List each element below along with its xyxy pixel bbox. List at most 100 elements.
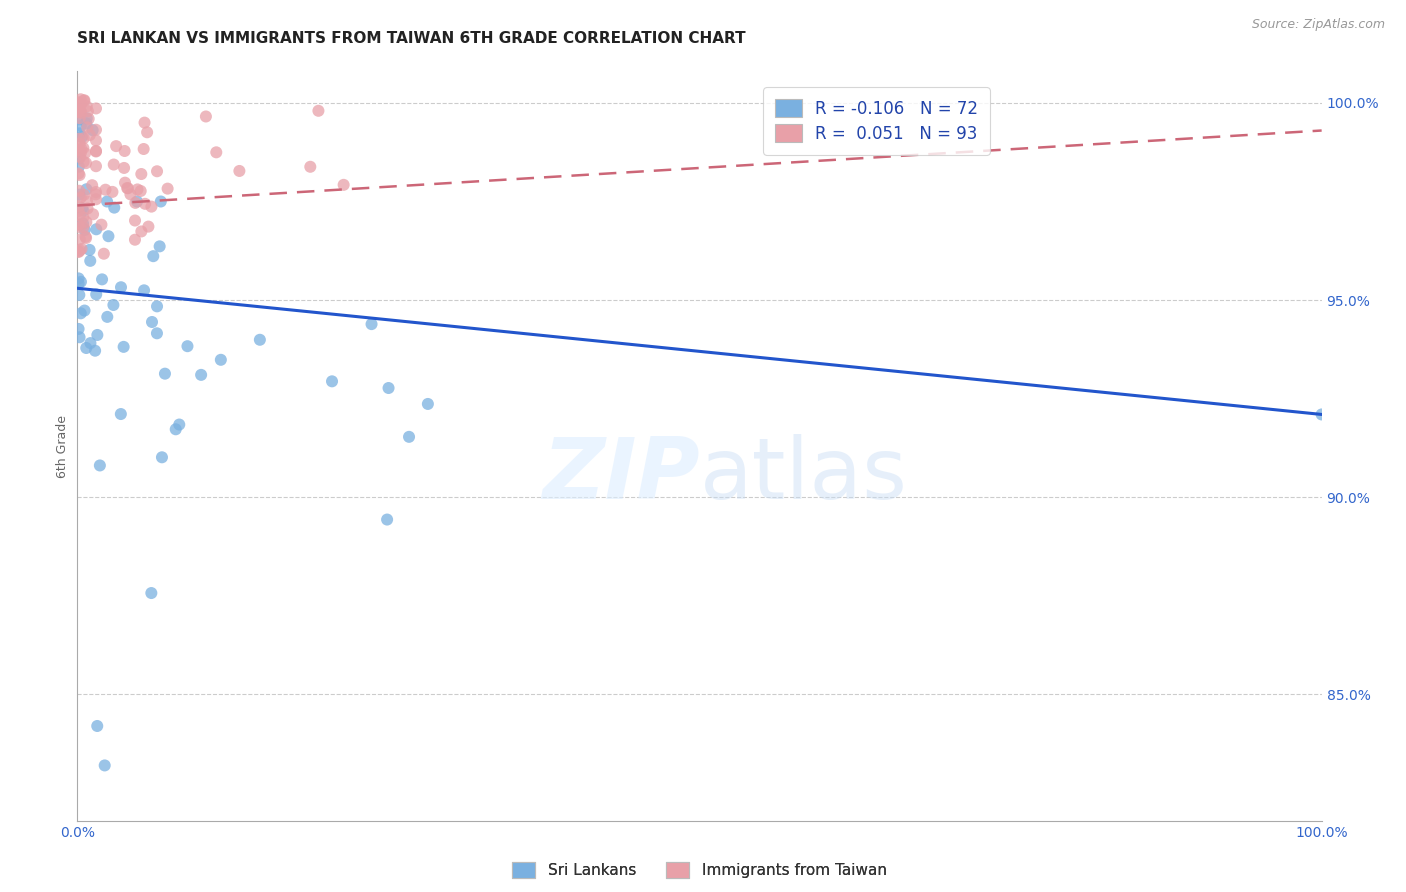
Point: [321, 374, 343, 388]
Point: [69, 306, 91, 320]
Point: [86, 328, 108, 343]
Point: [72, 141, 94, 155]
Point: [141, 200, 163, 214]
Point: [82, 123, 104, 137]
Point: [89, 458, 111, 473]
Point: [72, 220, 94, 235]
Point: [146, 164, 169, 178]
Point: [79, 243, 101, 257]
Point: [67, 288, 90, 302]
Point: [69, 92, 91, 106]
Point: [153, 367, 176, 381]
Point: [84, 159, 107, 173]
Point: [377, 381, 399, 395]
Point: [77, 104, 100, 119]
Y-axis label: 6th Grade: 6th Grade: [56, 415, 69, 477]
Point: [299, 160, 322, 174]
Point: [97, 229, 120, 244]
Point: [73, 303, 96, 318]
Legend: Sri Lankans, Immigrants from Taiwan: Sri Lankans, Immigrants from Taiwan: [506, 856, 893, 884]
Point: [103, 201, 125, 215]
Point: [69, 232, 91, 246]
Point: [67, 143, 90, 157]
Point: [124, 213, 146, 227]
Point: [77, 112, 100, 126]
Point: [150, 450, 173, 465]
Point: [70, 142, 93, 156]
Point: [67, 184, 90, 198]
Point: [115, 181, 138, 195]
Point: [194, 110, 217, 124]
Point: [70, 202, 93, 216]
Point: [76, 202, 98, 216]
Point: [146, 299, 169, 313]
Point: [91, 272, 114, 286]
Point: [69, 244, 91, 258]
Point: [86, 719, 108, 733]
Point: [117, 181, 139, 195]
Point: [76, 182, 98, 196]
Point: [1310, 408, 1333, 422]
Point: [75, 341, 97, 355]
Text: SRI LANKAN VS IMMIGRANTS FROM TAIWAN 6TH GRADE CORRELATION CHART: SRI LANKAN VS IMMIGRANTS FROM TAIWAN 6TH…: [77, 31, 747, 46]
Point: [70, 242, 93, 256]
Text: ZIP: ZIP: [541, 434, 700, 517]
Point: [69, 112, 91, 126]
Point: [90, 218, 112, 232]
Point: [69, 103, 91, 118]
Point: [176, 339, 198, 353]
Point: [69, 143, 91, 157]
Point: [75, 156, 97, 170]
Point: [205, 145, 228, 160]
Point: [75, 231, 97, 245]
Point: [96, 194, 118, 209]
Point: [93, 246, 115, 260]
Point: [70, 275, 93, 289]
Point: [76, 194, 98, 209]
Point: [84, 343, 107, 358]
Point: [67, 187, 90, 202]
Point: [105, 139, 128, 153]
Point: [79, 253, 101, 268]
Point: [84, 133, 107, 147]
Point: [70, 130, 93, 145]
Point: [69, 220, 91, 235]
Point: [84, 222, 107, 236]
Point: [125, 194, 148, 209]
Point: [84, 102, 107, 116]
Point: [131, 167, 153, 181]
Point: [103, 157, 125, 171]
Point: [67, 244, 90, 259]
Point: [114, 144, 136, 158]
Point: [112, 161, 135, 175]
Point: [67, 95, 90, 110]
Point: [307, 103, 329, 118]
Point: [79, 336, 101, 351]
Point: [146, 326, 169, 341]
Point: [76, 112, 98, 126]
Point: [134, 115, 156, 129]
Point: [67, 277, 90, 291]
Point: [124, 195, 146, 210]
Point: [67, 103, 90, 118]
Point: [73, 93, 96, 107]
Point: [110, 280, 132, 294]
Point: [84, 144, 107, 158]
Point: [114, 176, 136, 190]
Point: [67, 112, 90, 127]
Point: [69, 191, 91, 205]
Point: [124, 233, 146, 247]
Point: [70, 105, 93, 120]
Point: [69, 330, 91, 344]
Point: [167, 417, 190, 432]
Point: [75, 146, 97, 161]
Point: [209, 352, 232, 367]
Point: [127, 182, 149, 196]
Point: [67, 203, 90, 218]
Point: [84, 145, 107, 159]
Point: [69, 119, 91, 133]
Point: [84, 192, 107, 206]
Point: [76, 120, 98, 135]
Point: [136, 125, 159, 139]
Point: [67, 152, 90, 166]
